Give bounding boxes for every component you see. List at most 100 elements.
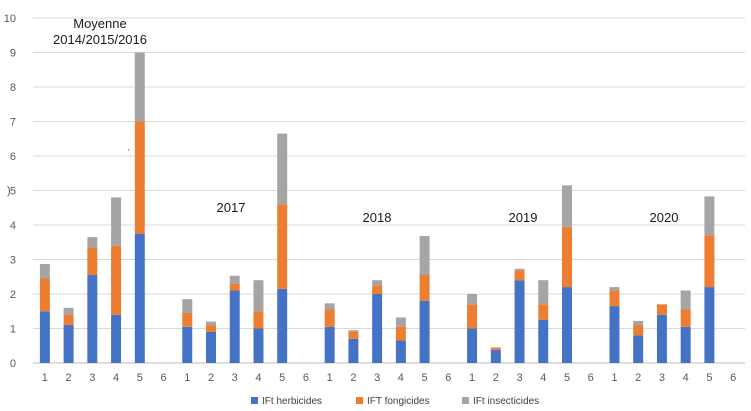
bar-segment <box>609 306 620 363</box>
bar-segment <box>39 263 50 279</box>
bar-segment <box>39 278 50 312</box>
bar-segment <box>538 304 549 320</box>
x-tick-label: 5 <box>279 372 285 384</box>
y-tick-label: 6 <box>10 151 16 163</box>
bar-segment <box>111 245 122 315</box>
bar-segment <box>134 52 145 122</box>
x-tick-label: 5 <box>137 372 143 384</box>
legend: IFt herbicides IFT fongicides IFt insectic… <box>251 396 539 407</box>
bar-segment <box>633 335 644 363</box>
bar-segment <box>348 338 359 363</box>
bar-segment <box>514 268 525 271</box>
bar-segment <box>324 309 335 327</box>
x-tick-label: 3 <box>232 372 238 384</box>
x-tick-label: 3 <box>89 372 95 384</box>
bar-segment <box>253 311 264 329</box>
x-tick-label: 4 <box>255 372 261 384</box>
legend-swatch <box>251 397 258 404</box>
bar-segment <box>562 226 572 288</box>
bar-segment <box>134 121 145 234</box>
bar-segment <box>704 287 715 363</box>
bar-segment <box>467 294 478 305</box>
group-annotation: 2019 <box>509 210 538 225</box>
bar-segment <box>111 197 122 246</box>
y-tick-label: 10 <box>4 13 16 25</box>
x-tick-label: 6 <box>160 372 166 384</box>
bar-segment <box>87 237 98 248</box>
bar-segment <box>229 290 240 363</box>
group-annotation: Moyenne <box>73 16 126 31</box>
bar-segment <box>680 326 691 363</box>
legend-label: IFT fongicides <box>367 396 430 407</box>
x-tick-label: 1 <box>42 372 48 384</box>
bar-segment <box>656 304 667 315</box>
bar-segment <box>395 326 406 341</box>
group-annotation: 2020 <box>650 210 679 225</box>
x-tick-label: 4 <box>113 372 119 384</box>
x-tick-label: 2 <box>66 372 72 384</box>
bar-segment <box>609 287 620 291</box>
x-tick-label: 1 <box>184 372 190 384</box>
legend-label: IFt insecticides <box>473 396 539 407</box>
bar-segment <box>419 275 430 301</box>
bar-segment <box>182 326 193 363</box>
x-tick-label: 3 <box>374 372 380 384</box>
bar-segment <box>562 185 572 227</box>
bar-segment <box>229 275 240 284</box>
bar-segment <box>348 330 359 332</box>
legend-item: IFt herbicides <box>251 396 322 407</box>
bar-segment <box>348 331 359 339</box>
bar-segment <box>514 270 525 281</box>
bar-segment <box>324 303 335 310</box>
bar-segment <box>372 285 383 294</box>
x-tick-label: 4 <box>398 372 404 384</box>
bar-segment <box>490 347 501 350</box>
bar-segment <box>87 247 98 276</box>
bar-segment <box>111 314 122 363</box>
legend-item: IFT fongicides <box>356 396 430 407</box>
bar-segment <box>562 287 572 363</box>
bar-segment <box>182 299 193 313</box>
bar-segment <box>229 283 240 291</box>
x-tick-label: 1 <box>469 372 475 384</box>
legend-item: IFt insecticides <box>462 396 539 407</box>
x-tick-label: 6 <box>445 372 451 384</box>
bar-segment <box>467 304 478 329</box>
y-tick-label: 7 <box>10 117 16 129</box>
x-tick-label: 5 <box>706 372 712 384</box>
group-annotation: 2018 <box>363 210 392 225</box>
x-tick-label: 3 <box>659 372 665 384</box>
group-annotation: 2017 <box>217 200 246 215</box>
y-tick-label: 0 <box>10 358 16 370</box>
y-tick-label: 1 <box>10 324 16 336</box>
bar-segment <box>490 349 501 363</box>
x-tick-label: 3 <box>516 372 522 384</box>
x-tick-label: 6 <box>588 372 594 384</box>
bar-segment <box>395 340 406 363</box>
bar-segment <box>514 280 525 363</box>
y-tick-label: 8 <box>10 82 16 94</box>
x-tick-label: 2 <box>208 372 214 384</box>
x-tick-label: 6 <box>730 372 736 384</box>
y-tick-label: 2 <box>10 289 16 301</box>
x-tick-label: 1 <box>327 372 333 384</box>
x-tick-label: 4 <box>683 372 689 384</box>
group-annotation: 2014/2015/2016 <box>53 32 147 47</box>
bar-segment <box>63 325 74 363</box>
bar-segment <box>633 320 644 326</box>
bar-segment <box>206 321 216 326</box>
bar-segment <box>395 317 406 327</box>
bar-segment <box>419 236 430 276</box>
y-tick-label: 9 <box>10 48 16 60</box>
bar-segment <box>324 326 335 363</box>
bar-segment <box>538 319 549 363</box>
stray-mark: · <box>127 144 131 156</box>
bar-segment <box>206 331 216 363</box>
y-tick-label: 3 <box>10 255 16 267</box>
bar-segment <box>277 288 288 363</box>
x-tick-label: 2 <box>635 372 641 384</box>
bar-segment <box>704 196 715 236</box>
